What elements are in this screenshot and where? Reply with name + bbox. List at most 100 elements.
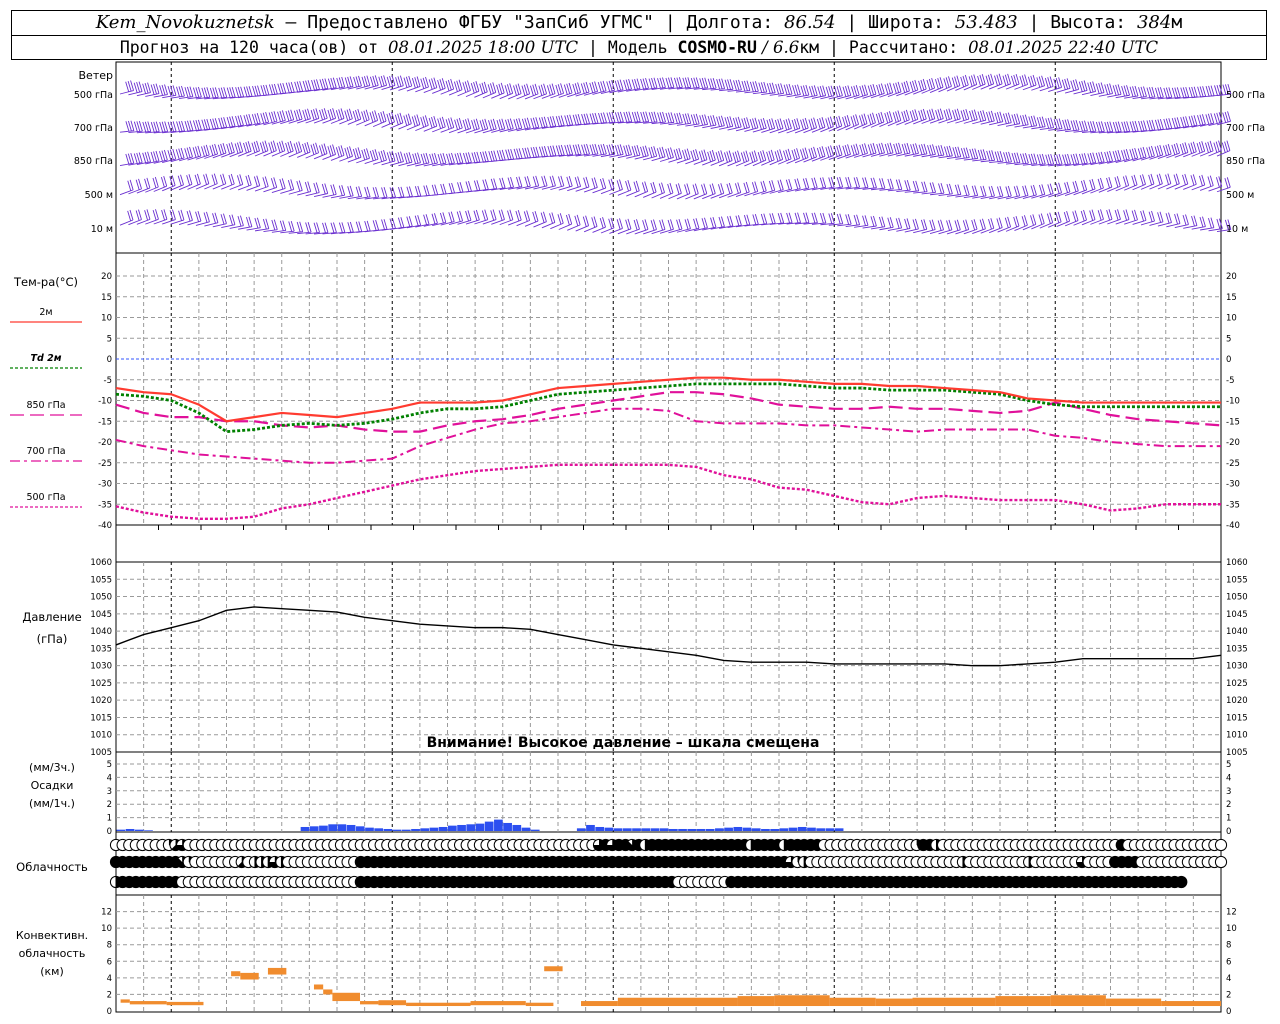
wind-barb-feather [1168, 212, 1172, 223]
wind-barb-feather [614, 80, 619, 91]
wind-barb-feather [768, 180, 773, 192]
wind-barb-feather [526, 117, 531, 128]
wind-barb-feather [591, 178, 596, 189]
wind-barb-feather [1091, 209, 1096, 220]
wind-barb-feather [608, 144, 613, 155]
wind-barb-feather [1156, 174, 1161, 185]
wind-barb-feather [541, 146, 546, 157]
legend-label-500: 500 гПа [26, 492, 65, 503]
wind-barb-feather [521, 118, 526, 130]
wind-barb-feather [338, 185, 343, 196]
wind-barb-feather [1007, 216, 1012, 227]
convective-tick-label: 0 [107, 1007, 112, 1017]
wind-barb-feather [398, 187, 402, 198]
wind-barb-shaft [432, 162, 447, 167]
wind-barb-shaft [685, 123, 700, 127]
temp-tick-label: -30 [98, 480, 112, 490]
wind-barb-feather [1021, 75, 1026, 86]
wind-barbs [119, 73, 1232, 235]
wind-barb-feather [1191, 115, 1195, 126]
wind-barb-feather [1106, 83, 1111, 95]
temp-500-line [115, 463, 1221, 520]
wind-barb-feather [614, 145, 619, 156]
wind-barb-shaft [280, 230, 295, 234]
wind-barb-feather [1126, 85, 1130, 96]
wind-barb-shaft [440, 221, 455, 226]
wind-barb-feather [406, 216, 411, 227]
wind-barb-feather [304, 109, 309, 120]
wind-barb-feather [167, 150, 172, 161]
wind-barb-shaft [1216, 93, 1231, 97]
wind-barb-feather [271, 84, 276, 95]
wind-barb-feather [307, 80, 312, 91]
wind-barb-feather [516, 176, 520, 188]
wind-barb-feather [1117, 149, 1122, 161]
wind-barb-feather [167, 121, 172, 133]
wind-barb-feather [197, 145, 202, 157]
wind-barb-feather [1063, 212, 1068, 223]
wind-barb-feather [504, 119, 509, 130]
wind-barb-shaft [980, 195, 995, 200]
convective-bar [378, 1000, 407, 1006]
wind-barb-feather [859, 86, 864, 97]
wind-barb-feather [307, 222, 312, 233]
wind-barb-feather [692, 184, 697, 195]
wind-barb-shaft [550, 185, 564, 191]
wind-barb-feather [962, 109, 967, 120]
wind-barb-feather [727, 79, 731, 90]
wind-barb-feather [229, 116, 233, 127]
wind-barb-shaft [643, 155, 657, 161]
wind-barb-feather [259, 142, 264, 153]
wind-barb-feather [534, 210, 539, 222]
wind-barb-feather [285, 142, 290, 154]
wind-barb-feather [374, 149, 379, 160]
temp-tick-label: -40 [98, 521, 112, 531]
wind-barb-shaft [862, 152, 877, 158]
wind-barb-feather [597, 82, 602, 93]
wind-barb-feather [676, 77, 681, 88]
wind-barb-feather [980, 186, 985, 197]
wind-barb-feather [745, 150, 750, 161]
wind-barb-feather [305, 222, 310, 233]
wind-barb-feather [651, 78, 655, 89]
wind-barb-feather [1193, 215, 1198, 226]
wind-barb-shaft [1056, 87, 1071, 93]
wind-barb-feather [451, 152, 455, 164]
wind-barb-feather [652, 181, 657, 193]
wind-barb-feather [1117, 209, 1121, 220]
wind-barb-feather [1208, 217, 1212, 229]
wind-barb-feather [169, 210, 174, 221]
wind-barb-feather [372, 220, 377, 231]
wind-barb-feather [847, 214, 852, 225]
wind-barb-feather [209, 118, 214, 130]
wind-barb-feather [971, 148, 976, 159]
wind-barb-feather [861, 143, 866, 155]
wind-barb-feather [1027, 76, 1032, 87]
wind-barb-feather [1039, 154, 1044, 165]
wind-barb-feather [1112, 85, 1117, 96]
wind-barb-feather [276, 142, 281, 153]
wind-barb-feather [1185, 116, 1190, 127]
wind-barb-feather [464, 81, 469, 92]
wind-barb-feather [223, 213, 227, 224]
wind-barb-feather [203, 87, 208, 98]
wind-barb-feather [642, 220, 647, 231]
wind-barb-feather [1046, 213, 1051, 224]
wind-barb-feather [828, 86, 833, 97]
wind-barb-feather [886, 112, 891, 123]
wind-barb-feather [1038, 76, 1043, 87]
wind-barb-shaft [634, 155, 649, 160]
wind-barb-feather [279, 220, 284, 231]
wind-barb-feather [954, 184, 959, 195]
wind-barb-feather [766, 119, 771, 130]
wind-barb-feather [437, 118, 442, 129]
pressure-warning: Внимание! Высокое давление – шкала смеще… [427, 735, 820, 751]
wind-barb-shaft [339, 85, 354, 90]
wind-barb-feather [802, 118, 807, 130]
wind-barb-feather [948, 76, 952, 87]
wind-barb-feather [884, 84, 889, 95]
wind-barb-feather [1146, 120, 1151, 131]
wind-barb-feather [825, 118, 830, 129]
wind-barb-feather [515, 118, 520, 129]
wind-barb-feather [642, 146, 647, 157]
